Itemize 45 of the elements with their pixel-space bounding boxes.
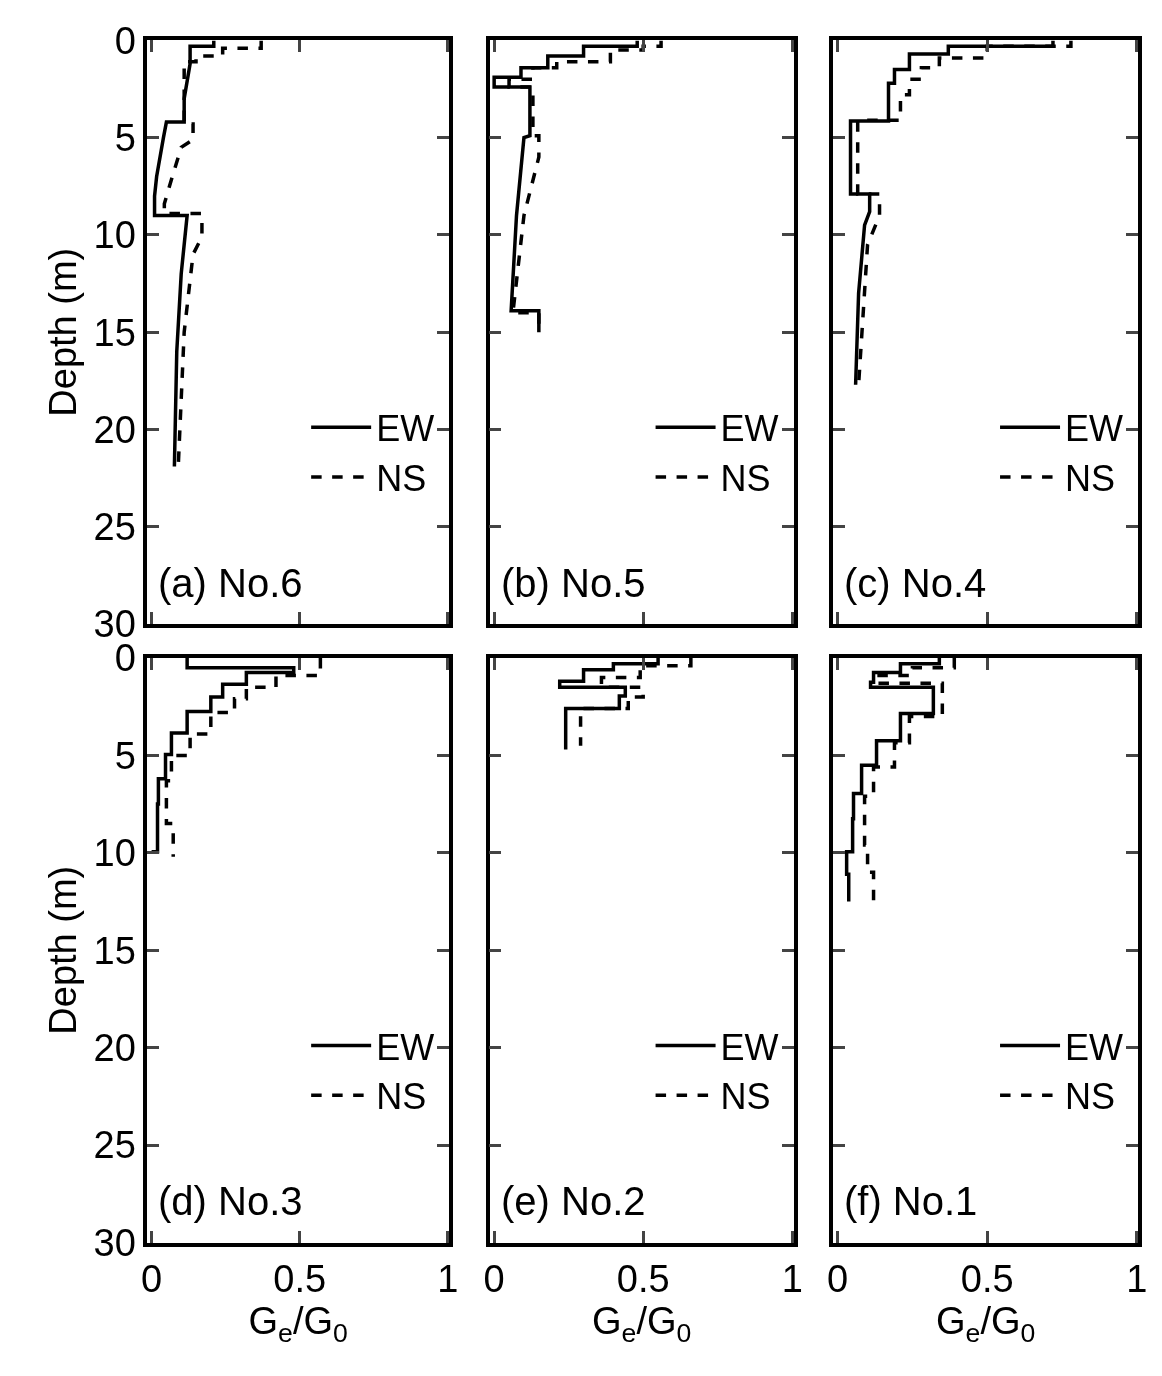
x-axis-title: G$_{e}$/G$_{0}$	[936, 1299, 1036, 1348]
x-tick-label: 0.5	[616, 1257, 670, 1300]
legend-label: NS	[376, 1076, 427, 1118]
x-tick-label: 1	[437, 1257, 459, 1300]
y-tick-label: 10	[93, 214, 136, 257]
annotation: (c) No.4	[844, 561, 987, 605]
y-tick-label: 10	[93, 832, 136, 875]
y-axis-title: Depth (m)	[42, 247, 85, 417]
legend-label: EW	[720, 408, 779, 450]
legend-label: NS	[376, 458, 427, 500]
y-axis-title: Depth (m)	[42, 865, 85, 1035]
legend-label: EW	[1065, 408, 1124, 450]
annotation: (e) No.2	[501, 1179, 646, 1223]
legend-label: EW	[1065, 1026, 1124, 1068]
legend-label: EW	[720, 1026, 779, 1068]
x-axis-title: G$_{e}$/G$_{0}$	[592, 1299, 692, 1348]
y-tick-label: 0	[114, 19, 136, 62]
y-tick-label: 0	[114, 637, 136, 680]
x-tick-label: 0.5	[960, 1257, 1014, 1300]
y-tick-label: 20	[93, 408, 136, 451]
annotation: (d) No.3	[158, 1179, 303, 1223]
legend-label: EW	[376, 1026, 435, 1068]
legend-label: NS	[720, 458, 771, 500]
legend-label: NS	[1065, 1076, 1116, 1118]
y-tick-label: 5	[114, 116, 136, 159]
x-tick-label: 0	[827, 1257, 849, 1300]
y-tick-label: 5	[114, 734, 136, 777]
legend-label: EW	[376, 408, 435, 450]
annotation: (b) No.5	[501, 561, 646, 605]
y-tick-label: 25	[93, 1124, 136, 1167]
y-tick-label: 25	[93, 506, 136, 549]
legend-label: NS	[720, 1076, 771, 1118]
x-tick-label: 1	[781, 1257, 803, 1300]
y-tick-label: 15	[93, 311, 136, 354]
x-tick-label: 1	[1126, 1257, 1148, 1300]
annotation: (f) No.1	[844, 1179, 978, 1223]
legend-label: NS	[1065, 458, 1116, 500]
y-tick-label: 15	[93, 929, 136, 972]
x-tick-label: 0	[141, 1257, 163, 1300]
annotation: (a) No.6	[158, 561, 303, 605]
x-axis-title: G$_{e}$/G$_{0}$	[248, 1299, 348, 1348]
y-tick-label: 20	[93, 1026, 136, 1069]
x-tick-label: 0.5	[273, 1257, 327, 1300]
x-tick-label: 0	[483, 1257, 505, 1300]
y-tick-label: 30	[93, 1221, 136, 1264]
